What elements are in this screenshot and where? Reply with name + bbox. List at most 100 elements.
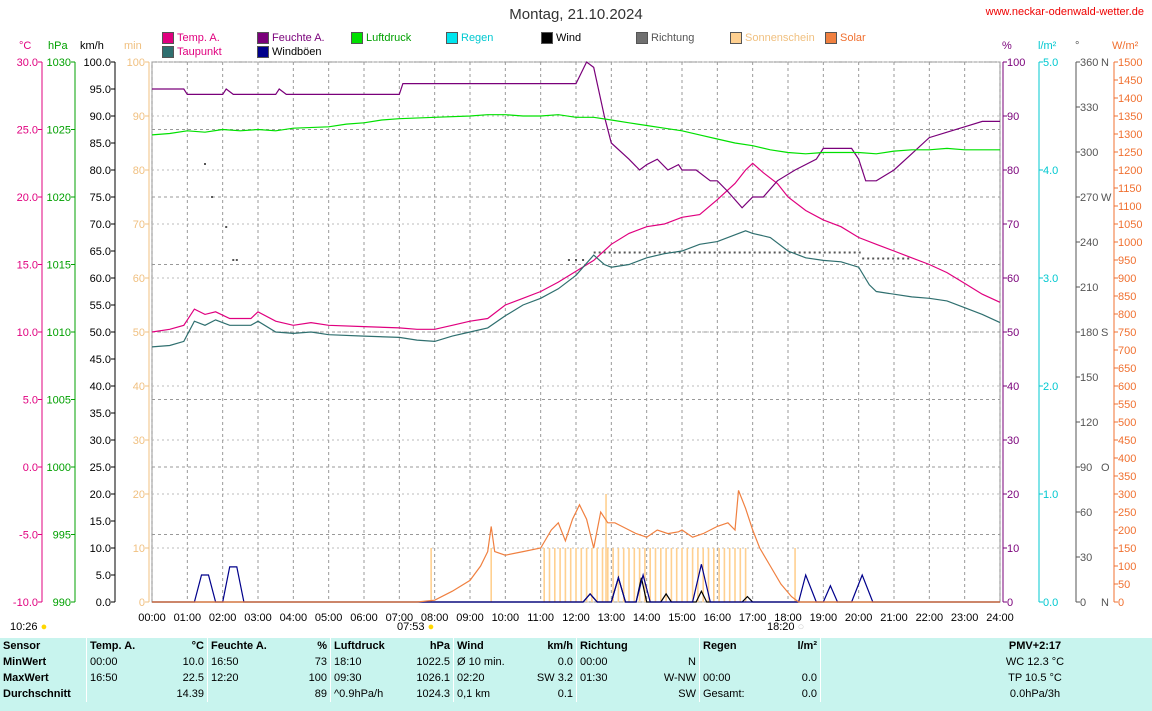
chart-title: Montag, 21.10.2024	[509, 6, 643, 23]
temp-tick-label: 30.0	[17, 57, 38, 69]
temp-tick-label: 10.0	[17, 327, 38, 339]
stats-header-temp: Temp. A.	[86, 638, 153, 654]
solar-tick-label: 450	[1118, 435, 1136, 447]
weather-chart: 00:00 01:00 02:00 03:00 04:00 05:00 06:00 07:00…	[13, 57, 1143, 624]
series-line-taupunkt	[151, 230, 1001, 348]
sunshine-tick-label: 70	[133, 219, 145, 231]
solar-tick-label: 600	[1118, 381, 1136, 393]
stats-header-sensor: Sensor	[3, 640, 41, 652]
direction-dot	[204, 163, 206, 165]
stats-cell: 00:00	[86, 654, 153, 670]
wind-tick-label: 50.0	[90, 327, 111, 339]
unit-deg: °	[1075, 40, 1080, 52]
humidity-tick-label: 0	[1007, 597, 1013, 609]
stats-header-rain-unit: l/m²	[797, 640, 817, 652]
legend-label: Taupunkt	[177, 46, 222, 58]
stats-cell-value	[766, 654, 821, 670]
direction-direction-letter: O	[1101, 462, 1110, 474]
wind-tick-label: 95.0	[90, 84, 111, 96]
wind-tick-label: 70.0	[90, 219, 111, 231]
wind-tick-label: 90.0	[90, 111, 111, 123]
humidity-tick-label: 30	[1007, 435, 1019, 447]
solar-tick-label: 500	[1118, 417, 1136, 429]
legend-label: Temp. A.	[177, 32, 220, 44]
stats-cell: 16:50	[207, 654, 284, 670]
stats-cell: ^0.9hPa/h	[330, 686, 407, 702]
humidity-tick-label: 20	[1007, 489, 1019, 501]
sunshine-tick-label: 100	[127, 57, 145, 69]
legend-item: Regen	[446, 32, 493, 44]
legend-item: Windböen	[257, 46, 322, 58]
solar-tick-label: 1500	[1118, 57, 1142, 69]
direction-dot	[211, 196, 214, 198]
stats-cell-value: 1022.5	[416, 656, 450, 668]
unit-solar: W/m²	[1112, 40, 1139, 52]
stats-header-humidity-unit: %	[317, 640, 327, 652]
solar-tick-label: 550	[1118, 399, 1136, 411]
stats-cell-value: 73	[314, 656, 327, 668]
stats-header-temp-unit: °C	[191, 640, 204, 652]
direction-tick-label: 0	[1080, 597, 1086, 609]
solar-tick-label: 1450	[1118, 75, 1142, 87]
pressure-tick-label: 1005	[47, 395, 71, 407]
pressure-tick-label: 1030	[47, 57, 71, 69]
temp-tick-label: 0.0	[23, 462, 38, 474]
direction-tick-label: 240	[1080, 237, 1098, 249]
solar-tick-label: 300	[1118, 489, 1136, 501]
stats-cell	[86, 686, 153, 702]
stats-cell-value: 10.0	[182, 656, 204, 668]
direction-dot	[575, 259, 577, 261]
stats-row-label: MaxWert	[3, 672, 49, 684]
wind-tick-label: 65.0	[90, 246, 111, 258]
x-tick-label: 17:00	[739, 612, 767, 624]
sunshine-tick-label: 20	[133, 489, 145, 501]
stats-row: MaxWert 16:50 22.5 12:20 100 09:30 1026.1 02:20…	[0, 670, 1152, 686]
sunshine-tick-label: 30	[133, 435, 145, 447]
sunshine-tick-label: 40	[133, 381, 145, 393]
x-tick-label: 20:00	[845, 612, 873, 624]
site-link[interactable]: www.neckar-odenwald-wetter.de	[985, 6, 1144, 18]
stats-cell-value: 0.1	[557, 688, 573, 700]
stats-header-pmv: PMV+2:17	[820, 638, 1152, 654]
stats-cell-value: 89	[314, 688, 327, 700]
x-tick-label: 19:00	[810, 612, 838, 624]
rain-tick-label: 2.0	[1043, 381, 1058, 393]
series-line-temp-a-	[151, 162, 1001, 333]
legend-item: Sonnenschein	[730, 32, 815, 44]
direction-tick-label: 30	[1080, 552, 1092, 564]
legend-label: Luftdruck	[366, 32, 412, 44]
direction-tick-label: 210	[1080, 282, 1098, 294]
x-tick-label: 24:00	[986, 612, 1014, 624]
solar-tick-label: 950	[1118, 255, 1136, 267]
x-tick-label: 16:00	[704, 612, 732, 624]
x-tick-label: 07:00	[386, 612, 414, 624]
unit-min: min	[124, 40, 142, 52]
humidity-tick-label: 100	[1007, 57, 1025, 69]
solar-tick-label: 900	[1118, 273, 1136, 285]
series-line-luftdruck	[151, 114, 1000, 155]
x-tick-label: 11:00	[527, 612, 554, 624]
sunshine-tick-label: 80	[133, 165, 145, 177]
x-tick-label: 00:00	[138, 612, 166, 624]
legend-swatch	[162, 46, 174, 58]
stats-cell-value: 1024.3	[416, 688, 450, 700]
pressure-tick-label: 990	[53, 597, 71, 609]
legend-item: Wind	[541, 32, 581, 44]
wind-tick-label: 75.0	[90, 192, 111, 204]
legend-item: Feuchte A.	[257, 32, 325, 44]
stats-header-wind-unit: km/h	[547, 640, 573, 652]
stats-cell: 18:10	[330, 654, 407, 670]
sunshine-tick-label: 0	[139, 597, 145, 609]
stats-row-label: MinWert	[3, 656, 47, 668]
humidity-tick-label: 10	[1007, 543, 1019, 555]
unit-pct: %	[1002, 40, 1012, 52]
x-tick-label: 22:00	[916, 612, 944, 624]
stats-cell: 12:20	[207, 670, 284, 686]
series-line-feuchte-a-	[152, 61, 1000, 209]
stats-cell: TP 10.5 °C	[820, 670, 1152, 686]
stats-cell: Ø 10 min.	[453, 654, 520, 670]
legend-item: Luftdruck	[351, 32, 411, 44]
stats-cell-value: 14.39	[176, 688, 204, 700]
direction-dot	[235, 259, 238, 261]
legend-label: Sonnenschein	[745, 32, 815, 44]
